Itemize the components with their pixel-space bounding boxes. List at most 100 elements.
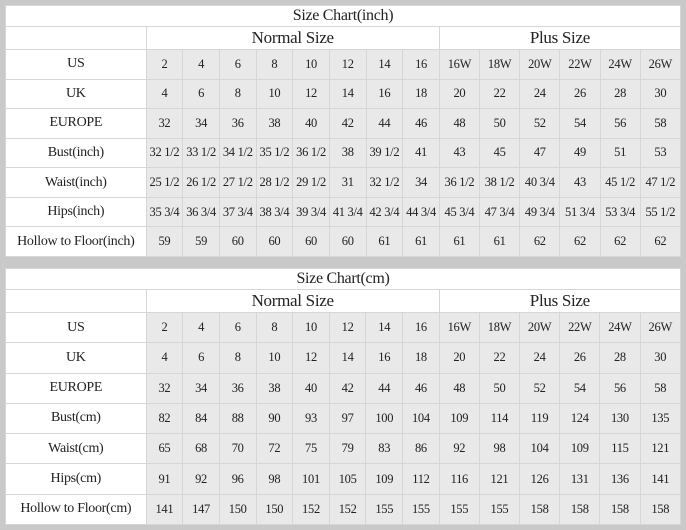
size-value: 158 — [559, 493, 601, 526]
size-value: 72 — [255, 433, 294, 465]
size-value: 83 — [365, 433, 404, 465]
size-value: 4 — [145, 342, 184, 374]
size-value: 28 — [599, 78, 641, 110]
size-value: 135 — [639, 402, 681, 435]
size-value: 50 — [478, 372, 521, 404]
size-value: 46 — [402, 108, 440, 139]
size-value: 18W — [478, 311, 521, 344]
size-value: 37 3/4 — [218, 196, 257, 228]
size-value: 8 — [255, 49, 294, 80]
size-value: 16 — [365, 78, 404, 110]
size-value: 8 — [218, 78, 257, 110]
size-value: 39 1/2 — [365, 137, 404, 169]
table-row: Hollow to Floor(cm) 141 147 150 150 152 152 155… — [5, 493, 681, 526]
size-value: 141 — [145, 493, 184, 526]
size-value: 20W — [519, 49, 561, 80]
size-value: 126 — [519, 463, 561, 495]
size-value: 58 — [639, 108, 682, 139]
group-normal-size: Normal Size — [145, 289, 440, 313]
size-value: 22 — [479, 78, 521, 110]
size-value: 155 — [402, 493, 440, 526]
size-value: 16 — [402, 49, 440, 80]
size-value: 6 — [218, 49, 257, 80]
size-value: 61 — [479, 226, 521, 257]
size-value: 105 — [328, 463, 367, 495]
size-value: 6 — [182, 342, 220, 374]
corner-cell — [5, 26, 147, 50]
size-value: 14 — [328, 342, 367, 374]
size-value: 30 — [639, 342, 681, 374]
size-value: 22 — [478, 342, 521, 374]
size-table: Size Chart(inch) Normal Size Plus Size US… — [5, 5, 682, 257]
size-value: 56 — [599, 108, 641, 139]
size-value: 32 — [145, 372, 184, 404]
size-value: 141 — [639, 463, 681, 495]
size-value: 53 — [639, 137, 682, 169]
size-value: 26 — [559, 78, 601, 110]
size-value: 8 — [255, 311, 294, 344]
size-value: 44 — [365, 372, 404, 404]
size-value: 38 — [255, 108, 294, 139]
size-value: 29 1/2 — [292, 167, 330, 198]
size-value: 12 — [328, 311, 367, 344]
size-value: 59 — [145, 226, 184, 257]
table-row: Bust(cm) 82 84 88 90 93 97 100 104 109 114 119 124 13… — [5, 402, 681, 435]
size-value: 93 — [292, 402, 330, 435]
size-value: 32 — [145, 108, 184, 139]
size-value: 62 — [559, 226, 601, 257]
size-value: 121 — [478, 463, 521, 495]
size-value: 56 — [599, 372, 641, 404]
table-row: US 2 4 6 8 10 12 14 16 16W 18W 20W 22W 24W 26W — [5, 49, 682, 80]
size-value: 115 — [599, 433, 641, 465]
table-title: Size Chart(inch) — [5, 5, 681, 27]
size-value: 92 — [438, 433, 480, 465]
size-value: 54 — [559, 108, 601, 139]
size-value: 62 — [519, 226, 561, 257]
size-value: 34 — [402, 167, 440, 198]
table-row: EUROPE 32 34 36 38 40 42 44 46 48 50 52 54 56 58 — [5, 108, 682, 139]
size-value: 16W — [438, 49, 481, 80]
size-value: 16 — [402, 311, 440, 344]
size-value: 30 — [639, 78, 682, 110]
size-value: 31 — [328, 167, 367, 198]
size-value: 155 — [365, 493, 404, 526]
size-value: 52 — [519, 372, 561, 404]
size-value: 36 — [218, 372, 257, 404]
size-value: 44 — [365, 108, 404, 139]
size-value: 6 — [218, 311, 257, 344]
size-value: 39 3/4 — [292, 196, 330, 228]
size-value: 26W — [639, 311, 681, 344]
size-value: 16 — [365, 342, 404, 374]
size-value: 28 — [599, 342, 641, 374]
table-row: Bust(inch) 32 1/2 33 1/2 34 1/2 35 1/2 36 1/2… — [5, 137, 682, 169]
size-value: 158 — [599, 493, 641, 526]
size-value: 22W — [559, 311, 601, 344]
size-value: 34 1/2 — [218, 137, 257, 169]
size-value: 82 — [145, 402, 184, 435]
size-value: 32 1/2 — [365, 167, 404, 198]
size-value: 16W — [438, 311, 480, 344]
size-value: 147 — [182, 493, 220, 526]
size-value: 60 — [218, 226, 257, 257]
size-value: 109 — [438, 402, 480, 435]
row-label: Bust(cm) — [5, 402, 147, 435]
size-value: 28 1/2 — [255, 167, 294, 198]
table-row: EUROPE 32 34 36 38 40 42 44 46 48 50 52 54 56 58 — [5, 372, 681, 404]
size-value: 48 — [438, 108, 481, 139]
size-value: 14 — [365, 49, 404, 80]
size-value: 158 — [519, 493, 561, 526]
size-value: 150 — [218, 493, 257, 526]
size-value: 50 — [479, 108, 521, 139]
size-value: 45 — [479, 137, 521, 169]
size-value: 10 — [292, 49, 330, 80]
size-value: 18W — [479, 49, 521, 80]
size-value: 61 — [365, 226, 404, 257]
size-value: 55 1/2 — [639, 196, 682, 228]
size-value: 40 — [292, 108, 330, 139]
corner-cell — [5, 289, 147, 313]
size-value: 152 — [328, 493, 367, 526]
row-label: UK — [5, 78, 147, 110]
size-value: 26 1/2 — [182, 167, 220, 198]
size-value: 131 — [559, 463, 601, 495]
size-value: 58 — [639, 372, 681, 404]
